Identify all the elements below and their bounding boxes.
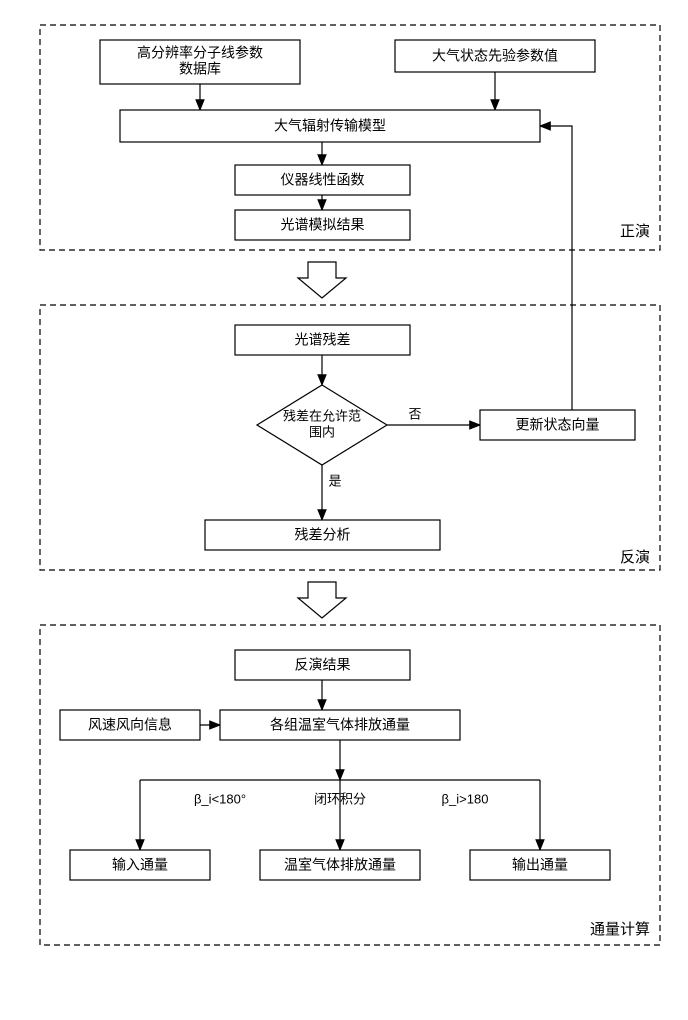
node-analysis-text: 残差分析 xyxy=(295,527,351,543)
label-beta-lt: β_i<180° xyxy=(194,791,246,806)
node-flux-text: 各组温室气体排放通量 xyxy=(270,717,410,733)
node-db-text: 高分辨率分子线参数 xyxy=(137,45,263,61)
flowchart-svg: 正演 反演 通量计算 高分辨率分子线参数数据库 大气状态先验参数值大气辐射传输模型… xyxy=(10,10,688,1010)
node-ghg-text: 温室气体排放通量 xyxy=(284,857,396,873)
node-spec-text: 光谱模拟结果 xyxy=(281,217,365,233)
node-wind-text: 风速风向信息 xyxy=(88,717,172,733)
nodes-group: 高分辨率分子线参数数据库 大气状态先验参数值大气辐射传输模型仪器线性函数光谱模拟结… xyxy=(60,40,635,880)
node-model-text: 大气辐射传输模型 xyxy=(274,118,386,134)
section-arrow-icon xyxy=(298,262,346,298)
node-in-text: 输入通量 xyxy=(112,857,168,873)
section-flux-label: 通量计算 xyxy=(590,920,650,938)
label-closed: 闭环积分 xyxy=(314,791,366,806)
node-out-text: 输出通量 xyxy=(512,857,568,873)
label-no: 否 xyxy=(408,406,421,421)
node-resid-text: 光谱残差 xyxy=(295,332,351,348)
section-forward-label: 正演 xyxy=(620,223,650,240)
node-update-text: 更新状态向量 xyxy=(516,417,600,433)
edge xyxy=(540,126,572,410)
node-instr-text: 仪器线性函数 xyxy=(281,172,365,188)
section-arrow-icon xyxy=(298,582,346,618)
section-inverse-label: 反演 xyxy=(620,549,650,566)
node-prior-text: 大气状态先验参数值 xyxy=(432,48,558,64)
node-db-text: 数据库 xyxy=(179,61,221,77)
node-decide-text: 围内 xyxy=(309,424,335,439)
label-yes: 是 xyxy=(328,473,341,488)
node-result-text: 反演结果 xyxy=(295,657,351,673)
node-decide-text: 残差在允许范 xyxy=(283,408,361,423)
label-beta-gt: β_i>180 xyxy=(442,791,489,806)
